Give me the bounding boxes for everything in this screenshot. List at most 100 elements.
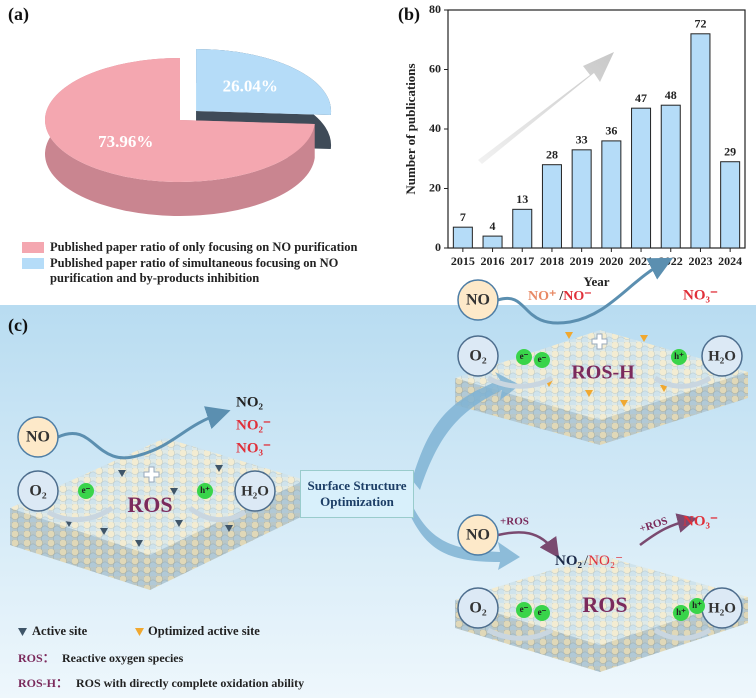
intermediate: NO⁺ — [528, 289, 556, 304]
electron: e⁻ — [520, 604, 529, 614]
oxygen: O₂ — [29, 483, 46, 500]
panel-label: (a) — [8, 4, 29, 25]
carrier-circles — [78, 349, 705, 621]
step: +ROS — [500, 516, 529, 528]
bar — [631, 107, 652, 249]
electron: e⁻ — [520, 351, 529, 361]
slice — [45, 58, 315, 216]
plus-signs — [143, 333, 608, 483]
bar — [512, 208, 533, 249]
bar — [541, 164, 562, 249]
species: ROS-H — [571, 362, 635, 384]
optimized-sites — [135, 332, 668, 636]
bar — [660, 104, 681, 249]
product: NO₂ — [236, 394, 264, 410]
legend-key: ROS-H： — [18, 676, 68, 690]
process-box: Surface Structure Optimization — [300, 470, 414, 518]
x-axis-label: Year — [584, 274, 610, 289]
species: ROS — [582, 592, 627, 617]
legend-text: Published paper ratio of simultaneous fo… — [50, 256, 339, 285]
bar — [690, 33, 711, 249]
reaction-arrow — [57, 406, 231, 460]
product: NO₂⁻ — [236, 417, 271, 433]
species: ROS — [127, 492, 172, 517]
process-text: Surface Structure Optimization — [307, 478, 407, 509]
reaction-arrow — [497, 531, 560, 559]
y-axis-label: Number of publications — [403, 63, 418, 194]
legend-text: Reactive oxygen species — [62, 651, 184, 665]
intermediate: NO₂⁻ — [588, 553, 623, 569]
value-label: 48 — [665, 88, 677, 102]
bar — [452, 226, 473, 249]
value-label: 47 — [635, 91, 647, 105]
panel-label: (b) — [398, 4, 420, 25]
hole: h⁺ — [200, 485, 210, 495]
bar — [601, 140, 622, 249]
y-tick-label: 40 — [429, 121, 441, 135]
molecule-circles — [17, 279, 743, 629]
value-label: 13 — [516, 192, 528, 206]
legend-item: Published paper ratio of only focusing o… — [22, 240, 442, 255]
charts: (a) 73.96% 26.04% (b) 0 20 40 60 80 2015 7 2016 4 201… — [8, 2, 746, 289]
oxygen: O₂ — [469, 348, 486, 365]
separator: / — [584, 553, 589, 569]
bar — [571, 149, 592, 249]
reactant: NO — [466, 527, 490, 544]
x-tick-label: 2015 — [451, 254, 475, 268]
intermediate: NO⁻ — [563, 289, 591, 304]
intermediates: NO₂/NO₂⁻ — [555, 553, 623, 569]
reactant: NO — [466, 292, 490, 309]
water: H₂O — [241, 483, 269, 499]
bar — [720, 161, 741, 249]
value-label: 36 — [605, 124, 617, 138]
x-tick-label: 2020 — [599, 254, 623, 268]
x-tick-label: 2022 — [659, 254, 683, 268]
legend-swatch — [22, 242, 44, 253]
water: H₂O — [708, 600, 736, 616]
intermediates: NO⁺/NO⁻ — [528, 289, 592, 304]
electron: e⁻ — [82, 485, 91, 495]
legend-item: Published paper ratio of simultaneous fo… — [22, 256, 402, 286]
x-tick-label: 2019 — [570, 254, 594, 268]
legend-text: Published paper ratio of only focusing o… — [50, 240, 358, 254]
product: NO₃⁻ — [683, 513, 718, 529]
x-tick-label: 2024 — [718, 254, 742, 268]
value-label: 33 — [576, 133, 588, 147]
value-label: 73.96% — [98, 132, 153, 151]
legend-key: ROS： — [18, 651, 55, 665]
electron: e⁻ — [538, 354, 547, 364]
separator: / — [558, 289, 564, 304]
exchange-arrows — [46, 375, 712, 641]
water: H₂O — [708, 348, 736, 364]
intermediate: NO₂ — [555, 553, 583, 569]
slice-top — [196, 48, 332, 116]
y-tick-label: 0 — [435, 240, 441, 254]
product: NO₃⁻ — [236, 440, 271, 456]
value-label: 4 — [490, 219, 496, 233]
value-label: 26.04% — [223, 77, 278, 96]
legend-text: Active site — [32, 624, 88, 638]
x-tick-label: 2018 — [540, 254, 564, 268]
hole: h⁺ — [676, 607, 686, 617]
legend-text: ROS with directly complete oxidation abi… — [76, 676, 304, 690]
value-label: 72 — [694, 17, 706, 31]
reactant: NO — [26, 429, 50, 446]
y-tick-label: 60 — [429, 61, 441, 75]
y-tick-label: 80 — [429, 2, 441, 16]
hole: h⁺ — [692, 600, 702, 610]
legend-text: Optimized active site — [148, 624, 260, 638]
reaction-arrow — [639, 513, 698, 547]
bar — [482, 235, 503, 249]
x-tick-label: 2023 — [688, 254, 712, 268]
panel-label: (c) — [8, 315, 28, 336]
trend-arrow — [478, 52, 614, 164]
electron: e⁻ — [538, 607, 547, 617]
x-tick-label: 2021 — [629, 254, 653, 268]
x-tick-label: 2017 — [510, 254, 534, 268]
value-label: 29 — [724, 144, 736, 158]
process-arrow — [410, 505, 520, 570]
legend-swatch — [22, 258, 44, 269]
y-tick-label: 20 — [429, 180, 441, 194]
